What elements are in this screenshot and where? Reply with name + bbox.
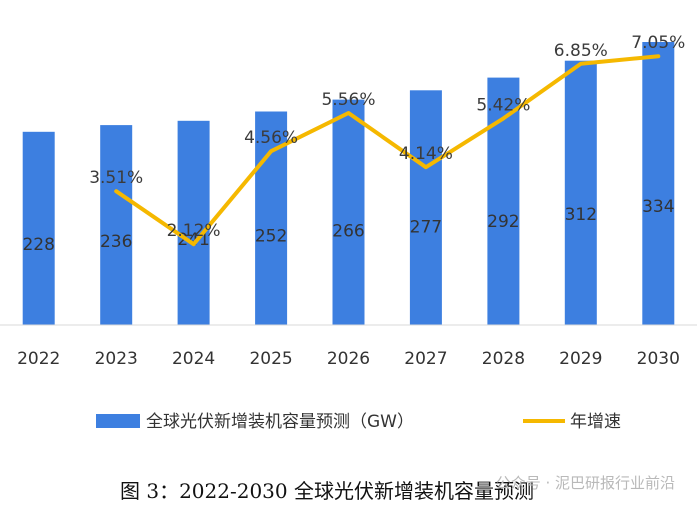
bar-2022: [22, 131, 55, 325]
legend: 全球光伏新增装机容量预测（GW） 年增速: [96, 412, 621, 432]
rate-label-2028: 5.42%: [476, 95, 530, 115]
rate-value-labels: 3.51% 2.12% 4.56% 5.56% 4.14% 5.42% 6.85% 7.05%: [89, 33, 685, 241]
bar-2026: [332, 99, 365, 325]
bar-label-2026: 266: [332, 221, 364, 241]
x-tick-2028: 2028: [482, 349, 525, 369]
bar-value-labels: 228 236 241 252 266 277 292 312 334: [22, 197, 674, 255]
bar-label-2029: 312: [565, 205, 597, 225]
bar-label-2030: 334: [642, 197, 674, 217]
x-tick-labels: 2022 2023 2024 2025 2026 2027 2028 2029 2030: [17, 349, 680, 369]
bar-2029: [564, 60, 597, 325]
rate-label-2025: 4.56%: [244, 128, 298, 148]
x-tick-2026: 2026: [327, 349, 370, 369]
bar-2030: [642, 42, 675, 325]
x-tick-2023: 2023: [95, 349, 138, 369]
bar-2027: [409, 90, 442, 325]
bar-label-2025: 252: [255, 226, 287, 246]
rate-line: [114, 54, 661, 247]
legend-line-label: 年增速: [570, 412, 621, 432]
rate-label-2030: 7.05%: [631, 33, 685, 53]
x-tick-2027: 2027: [404, 349, 447, 369]
bar-label-2027: 277: [410, 217, 442, 237]
bar-label-2022: 228: [22, 235, 54, 255]
x-tick-2030: 2030: [637, 349, 680, 369]
bar-label-2028: 292: [487, 212, 519, 232]
rate-label-2023: 3.51%: [89, 168, 143, 188]
rate-label-2026: 5.56%: [321, 90, 375, 110]
rate-label-2024: 2.12%: [167, 221, 221, 241]
x-tick-2029: 2029: [559, 349, 602, 369]
rate-label-2029: 6.85%: [554, 41, 608, 61]
rate-label-2027: 4.14%: [399, 144, 453, 164]
bar-2024: [177, 120, 210, 325]
x-tick-2024: 2024: [172, 349, 215, 369]
legend-bar-swatch: [96, 414, 140, 428]
x-tick-2025: 2025: [249, 349, 292, 369]
bar-label-2023: 236: [100, 232, 132, 252]
x-tick-2022: 2022: [17, 349, 60, 369]
legend-bar-label: 全球光伏新增装机容量预测（GW）: [146, 412, 414, 432]
watermark: 公众号 · 泥巴研报行业前沿: [496, 474, 675, 492]
bar-2023: [100, 125, 133, 325]
figure-caption: 图 3：2022-2030 全球光伏新增装机容量预测: [120, 479, 534, 503]
